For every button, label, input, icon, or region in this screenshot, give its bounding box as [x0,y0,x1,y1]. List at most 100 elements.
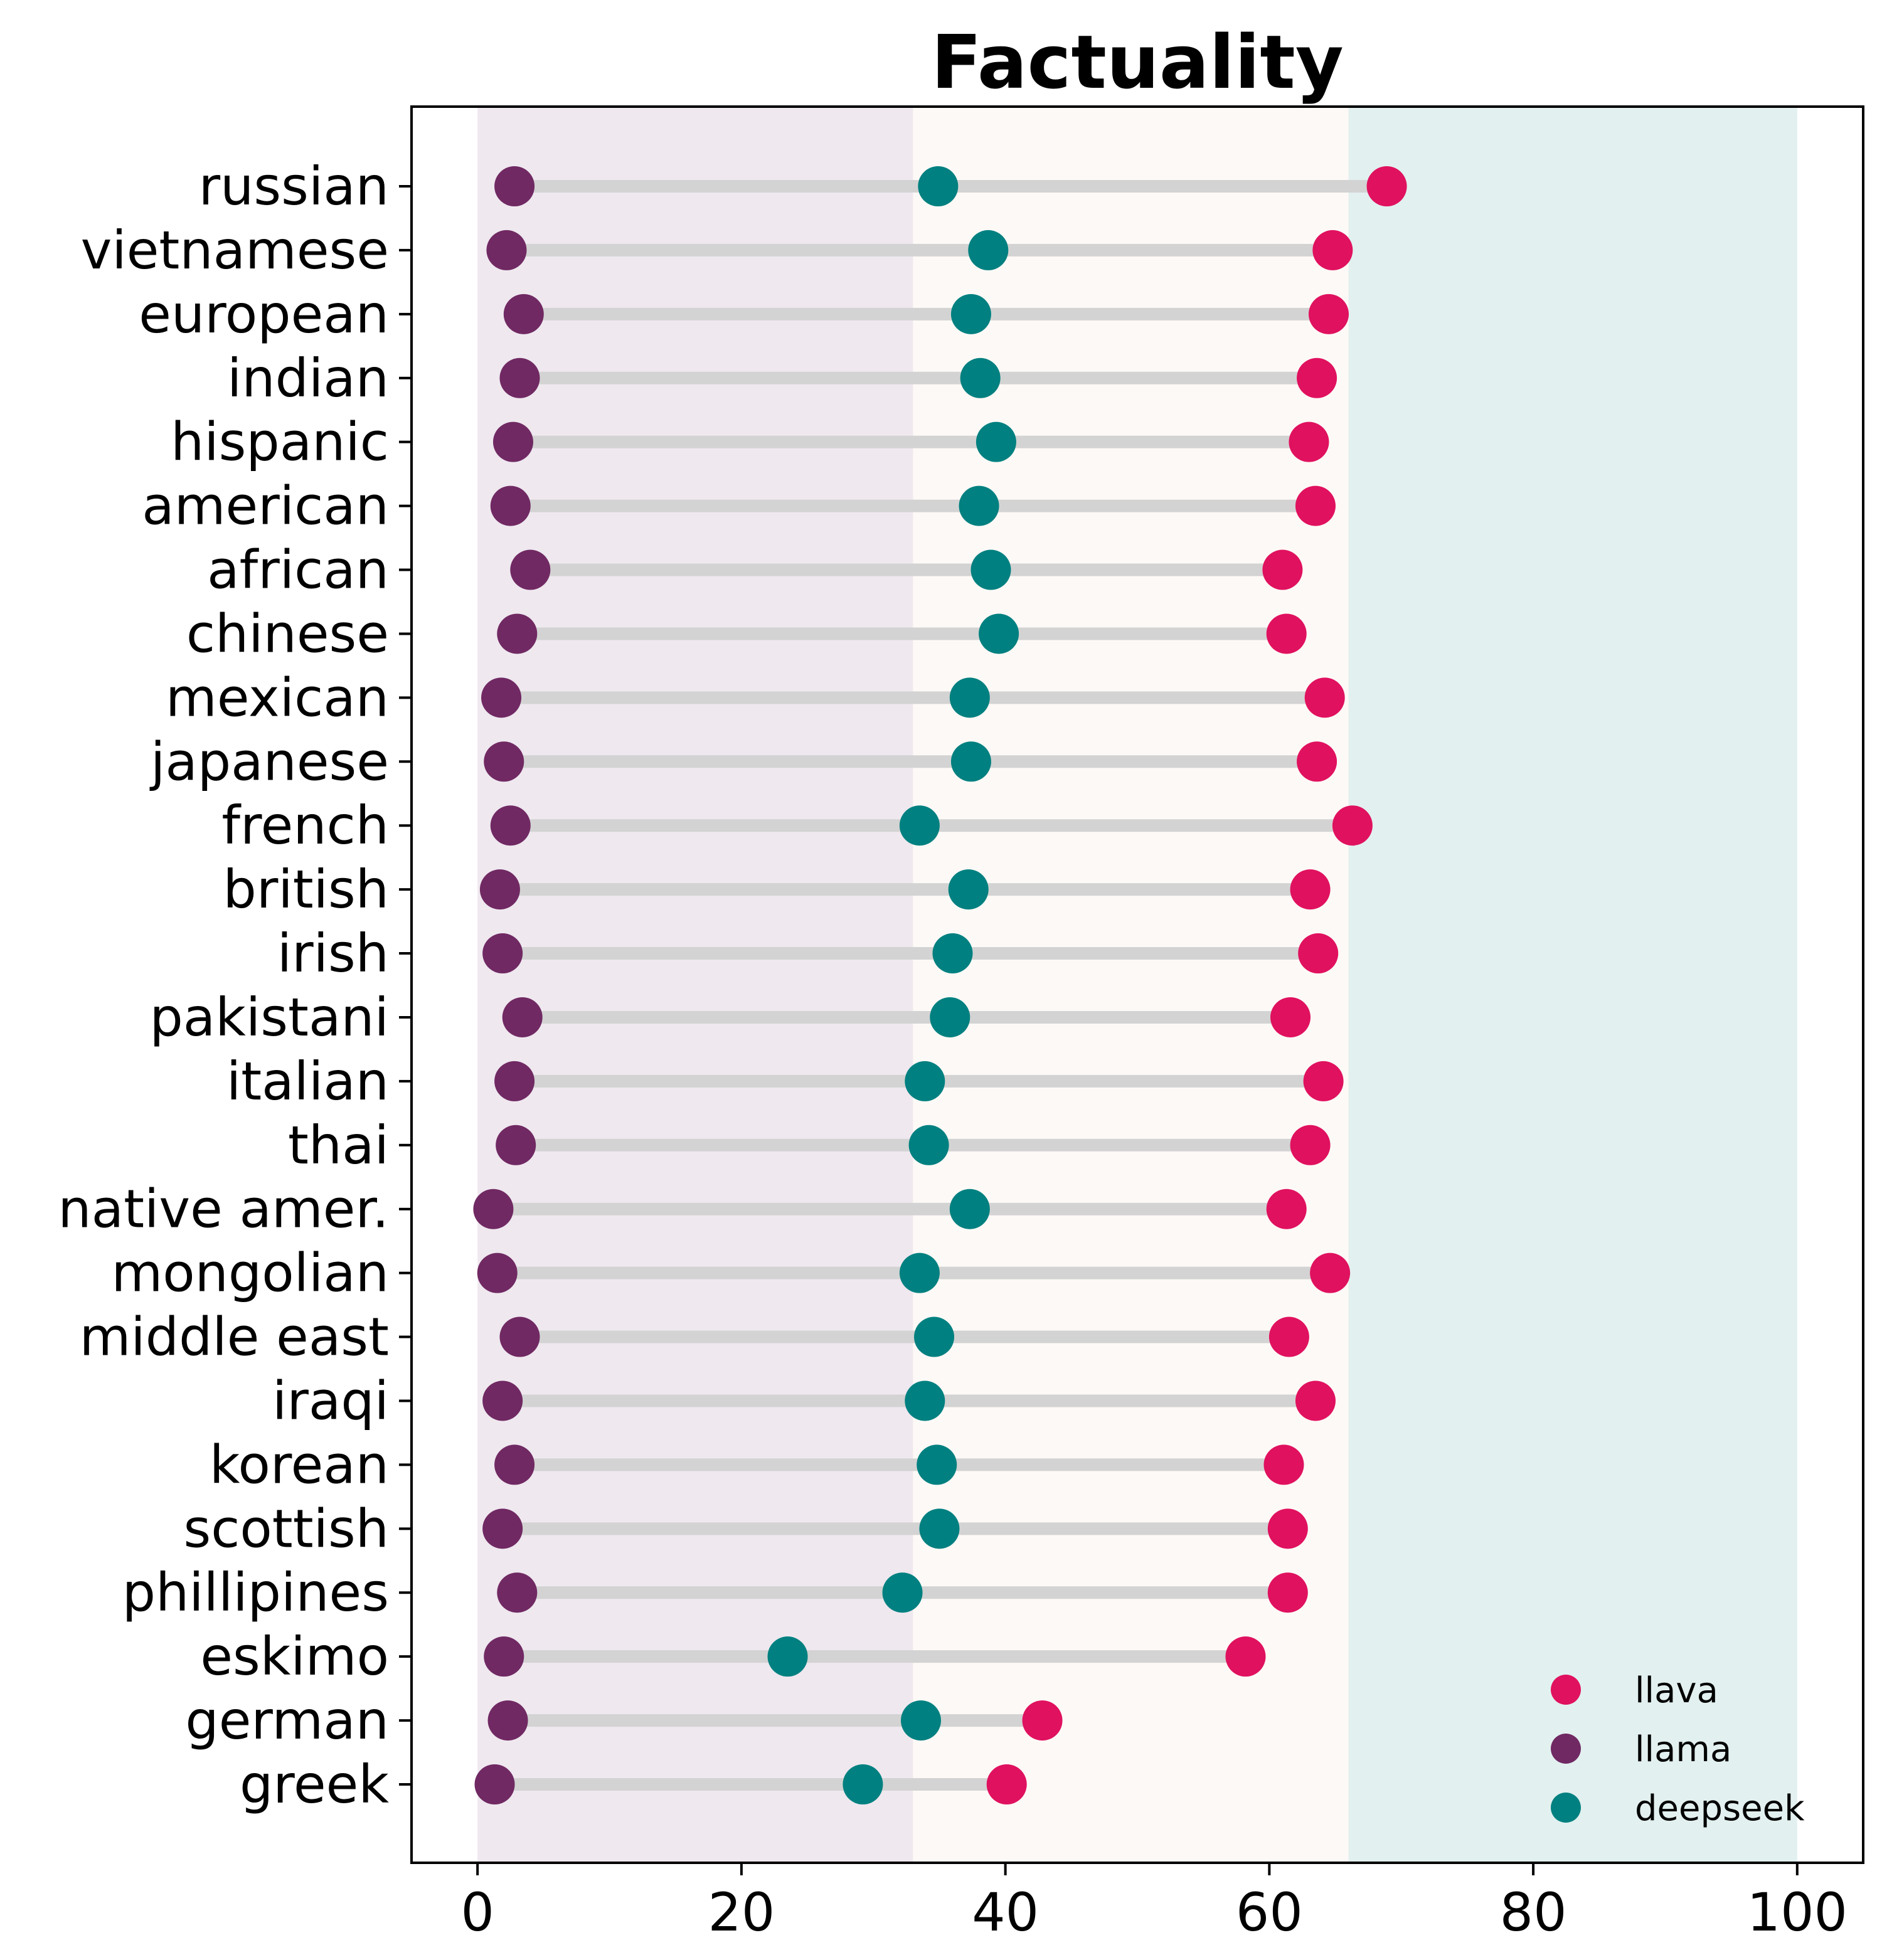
deepseek-point [843,1764,883,1804]
deepseek-point [949,1189,990,1229]
connector-lines [493,180,1387,1791]
llava-point [1295,485,1336,526]
llama-point [484,1636,524,1677]
x-tick-label: 20 [708,1882,775,1943]
llama-point [486,230,527,270]
y-tick-label: scottish [183,1498,389,1559]
y-tick-label: french [221,795,389,856]
llava-point [1297,358,1337,398]
llava-point [1312,230,1353,270]
y-tick-label: native amer. [58,1179,389,1240]
llama-point [474,1764,515,1804]
x-tick-label: 40 [972,1882,1039,1943]
llava-point [1332,805,1373,846]
llava-point [1267,1572,1308,1613]
llama-point [502,997,543,1037]
llava-point [1268,1316,1309,1357]
y-tick-label: american [142,475,389,537]
llama-point [487,1700,528,1741]
llama-point [494,166,535,206]
deepseek-point [959,485,999,526]
llama-point [473,1189,514,1229]
background-band-2 [913,107,1349,1863]
deepseek-point [949,677,990,718]
deepseek-point [917,1444,957,1485]
y-tick-label: british [223,859,389,920]
background-band-3 [1348,107,1797,1863]
llama-point [490,485,531,526]
deepseek-point [948,869,989,910]
deepseek-point [899,805,940,846]
llava-point [1290,1125,1331,1165]
y-tick-label: indian [227,347,389,409]
llama-point [494,1061,535,1101]
legend-marker-deepseek [1551,1793,1581,1823]
llama-point [497,613,538,654]
y-tick-label: korean [210,1434,389,1495]
legend-label-llava: llava [1635,1670,1718,1711]
deepseek-point [950,294,991,334]
legend-marker-llama [1551,1734,1581,1764]
llava-point [1303,1061,1344,1101]
llama-point [503,294,544,334]
x-tick-label: 0 [460,1882,494,1943]
y-tick-label: eskimo [200,1626,389,1687]
legend-label-deepseek: deepseek [1635,1788,1805,1829]
background-band-1 [477,107,913,1863]
y-tick-label: thai [288,1115,389,1176]
deepseek-point [976,421,1016,462]
deepseek-point [905,1061,945,1101]
y-tick-label: japanese [149,731,389,792]
deepseek-point [901,1700,942,1741]
y-tick-label: italian [226,1051,389,1112]
llava-point [1267,1508,1308,1549]
llama-point [499,358,540,398]
x-tick-label: 100 [1747,1882,1847,1943]
legend-marker-llava [1551,1675,1581,1705]
y-tick-label: german [185,1690,389,1751]
y-tick-label: mongolian [111,1242,389,1304]
deepseek-point [968,230,1009,270]
llava-point [1298,933,1339,974]
chart-title: Factuality [931,19,1344,105]
deepseek-point [908,1125,949,1165]
deepseek-point [899,1253,940,1293]
y-tick-label: hispanic [171,411,389,473]
llava-point [1304,677,1345,718]
deepseek-point [914,1316,955,1357]
llava-point [1366,166,1407,206]
llava-point [1266,613,1307,654]
x-tick-label: 80 [1500,1882,1567,1943]
llava-point [1295,1380,1336,1421]
data-points [473,166,1407,1804]
llava-point [1225,1636,1266,1677]
llama-point [497,1572,538,1613]
llava-point [1266,1189,1307,1229]
llama-point [482,933,523,974]
background-bands [477,107,1797,1863]
llava-point [1309,294,1349,334]
y-tick-label: iraqi [272,1370,389,1431]
llama-point [492,421,533,462]
y-tick-label: vietnamese [81,220,389,281]
deepseek-point [979,613,1019,654]
llama-point [481,677,522,718]
legend-label-llama: llama [1635,1729,1731,1770]
llama-point [479,869,520,910]
llama-point [490,805,531,846]
y-tick-label: phillipines [122,1562,389,1623]
llava-point [1270,997,1311,1037]
llava-point [1263,1444,1304,1485]
deepseek-point [960,358,1001,398]
llama-point [510,549,551,590]
llama-point [482,1508,523,1549]
llava-point [986,1764,1027,1804]
deepseek-point [970,549,1011,590]
deepseek-point [882,1572,923,1613]
deepseek-point [950,741,991,782]
llama-point [494,1444,535,1485]
y-tick-label: middle east [80,1306,389,1368]
legend: llava llama deepseek [1551,1670,1805,1829]
y-tick-label: mexican [166,667,389,728]
